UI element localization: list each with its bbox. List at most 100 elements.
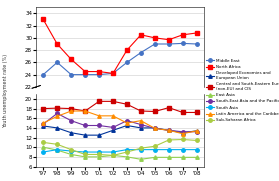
Middle East xyxy=(69,73,73,76)
Central and South-Eastern Europe (non-EU) and CIS xyxy=(83,110,87,112)
Central and South-Eastern Europe (non-EU) and CIS xyxy=(167,107,170,109)
South Asia xyxy=(139,149,143,151)
Developed Economies and European Union xyxy=(97,134,101,136)
Central and South-Eastern Europe (non-EU) and CIS xyxy=(56,107,59,109)
East Asia xyxy=(42,146,45,148)
Developed Economies and European Union xyxy=(111,129,115,131)
North Africa xyxy=(181,34,184,36)
East Asia xyxy=(167,156,170,158)
Central and South-Eastern Europe (non-EU) and CIS xyxy=(153,110,157,113)
Sub-Saharan Africa xyxy=(195,139,198,142)
East Asia xyxy=(56,149,59,151)
Line: South Asia: South Asia xyxy=(42,148,198,154)
South Asia xyxy=(83,151,87,153)
South-East Asia and the Pacific xyxy=(69,120,73,122)
Central and South-Eastern Europe (non-EU) and CIS xyxy=(111,100,115,102)
South Asia xyxy=(56,149,59,151)
South-East Asia and the Pacific xyxy=(56,112,59,115)
Middle East xyxy=(97,73,101,76)
Central and South-Eastern Europe (non-EU) and CIS xyxy=(97,100,101,102)
Latin America and the Caribbean xyxy=(69,110,73,112)
East Asia xyxy=(83,156,87,158)
Middle East xyxy=(83,73,87,76)
North Africa xyxy=(42,18,45,21)
Sub-Saharan Africa xyxy=(181,138,184,141)
Latin America and the Caribbean xyxy=(56,115,59,117)
South Asia xyxy=(195,149,198,151)
South Asia xyxy=(42,151,45,153)
Latin America and the Caribbean xyxy=(153,127,157,129)
Line: South-East Asia and the Pacific: South-East Asia and the Pacific xyxy=(42,112,198,134)
Latin America and the Caribbean xyxy=(83,110,87,112)
East Asia xyxy=(111,154,115,157)
East Asia xyxy=(195,156,198,158)
South-East Asia and the Pacific xyxy=(195,131,198,133)
South Asia xyxy=(181,149,184,151)
Middle East xyxy=(111,72,115,75)
Developed Economies and European Union xyxy=(69,132,73,134)
North Africa xyxy=(111,72,115,75)
Developed Economies and European Union xyxy=(125,124,129,127)
South-East Asia and the Pacific xyxy=(125,120,129,122)
East Asia xyxy=(69,153,73,155)
North Africa xyxy=(153,37,157,39)
Developed Economies and European Union xyxy=(56,127,59,129)
Central and South-Eastern Europe (non-EU) and CIS xyxy=(69,108,73,110)
South-East Asia and the Pacific xyxy=(167,129,170,131)
Central and South-Eastern Europe (non-EU) and CIS xyxy=(125,103,129,105)
Legend: Middle East, North Africa, Developed Economies and
European Union, Central and S: Middle East, North Africa, Developed Eco… xyxy=(206,59,279,122)
Sub-Saharan Africa xyxy=(167,139,170,141)
Text: Youth unemployment rate (%): Youth unemployment rate (%) xyxy=(3,53,8,128)
Line: Latin America and the Caribbean: Latin America and the Caribbean xyxy=(42,109,198,135)
South Asia xyxy=(111,151,115,153)
Developed Economies and European Union xyxy=(153,127,157,129)
South-East Asia and the Pacific xyxy=(97,124,101,127)
South-East Asia and the Pacific xyxy=(111,126,115,129)
Latin America and the Caribbean xyxy=(111,115,115,117)
North Africa xyxy=(56,43,59,45)
Developed Economies and European Union xyxy=(42,125,45,127)
Latin America and the Caribbean xyxy=(139,120,143,122)
Sub-Saharan Africa xyxy=(153,145,157,147)
Latin America and the Caribbean xyxy=(97,115,101,117)
Sub-Saharan Africa xyxy=(42,141,45,144)
Latin America and the Caribbean xyxy=(125,122,129,124)
Middle East xyxy=(56,61,59,64)
Middle East xyxy=(181,42,184,45)
Middle East xyxy=(195,43,198,45)
North Africa xyxy=(97,70,101,73)
North Africa xyxy=(125,49,129,51)
South Asia xyxy=(69,150,73,152)
South Asia xyxy=(153,149,157,151)
Sub-Saharan Africa xyxy=(97,153,101,155)
Central and South-Eastern Europe (non-EU) and CIS xyxy=(42,108,45,110)
Sub-Saharan Africa xyxy=(111,154,115,157)
Sub-Saharan Africa xyxy=(125,151,129,153)
Middle East xyxy=(42,73,45,76)
Latin America and the Caribbean xyxy=(167,129,170,131)
South-East Asia and the Pacific xyxy=(153,127,157,129)
Sub-Saharan Africa xyxy=(83,153,87,155)
Developed Economies and European Union xyxy=(83,134,87,136)
Line: Central and South-Eastern Europe (non-EU) and CIS: Central and South-Eastern Europe (non-EU… xyxy=(42,100,198,114)
Line: Sub-Saharan Africa: Sub-Saharan Africa xyxy=(42,138,198,157)
Line: North Africa: North Africa xyxy=(42,18,198,75)
Sub-Saharan Africa xyxy=(56,143,59,145)
South-East Asia and the Pacific xyxy=(181,131,184,133)
East Asia xyxy=(181,156,184,158)
Latin America and the Caribbean xyxy=(195,130,198,132)
South Asia xyxy=(97,151,101,153)
Latin America and the Caribbean xyxy=(181,133,184,135)
North Africa xyxy=(83,70,87,73)
Line: East Asia: East Asia xyxy=(42,146,198,161)
Middle East xyxy=(125,61,129,64)
Middle East xyxy=(139,51,143,54)
Developed Economies and European Union xyxy=(139,127,143,129)
East Asia xyxy=(97,156,101,158)
Line: Middle East: Middle East xyxy=(42,42,198,76)
South Asia xyxy=(125,149,129,151)
North Africa xyxy=(167,39,170,41)
Central and South-Eastern Europe (non-EU) and CIS xyxy=(195,111,198,113)
South-East Asia and the Pacific xyxy=(42,123,45,125)
North Africa xyxy=(139,34,143,36)
